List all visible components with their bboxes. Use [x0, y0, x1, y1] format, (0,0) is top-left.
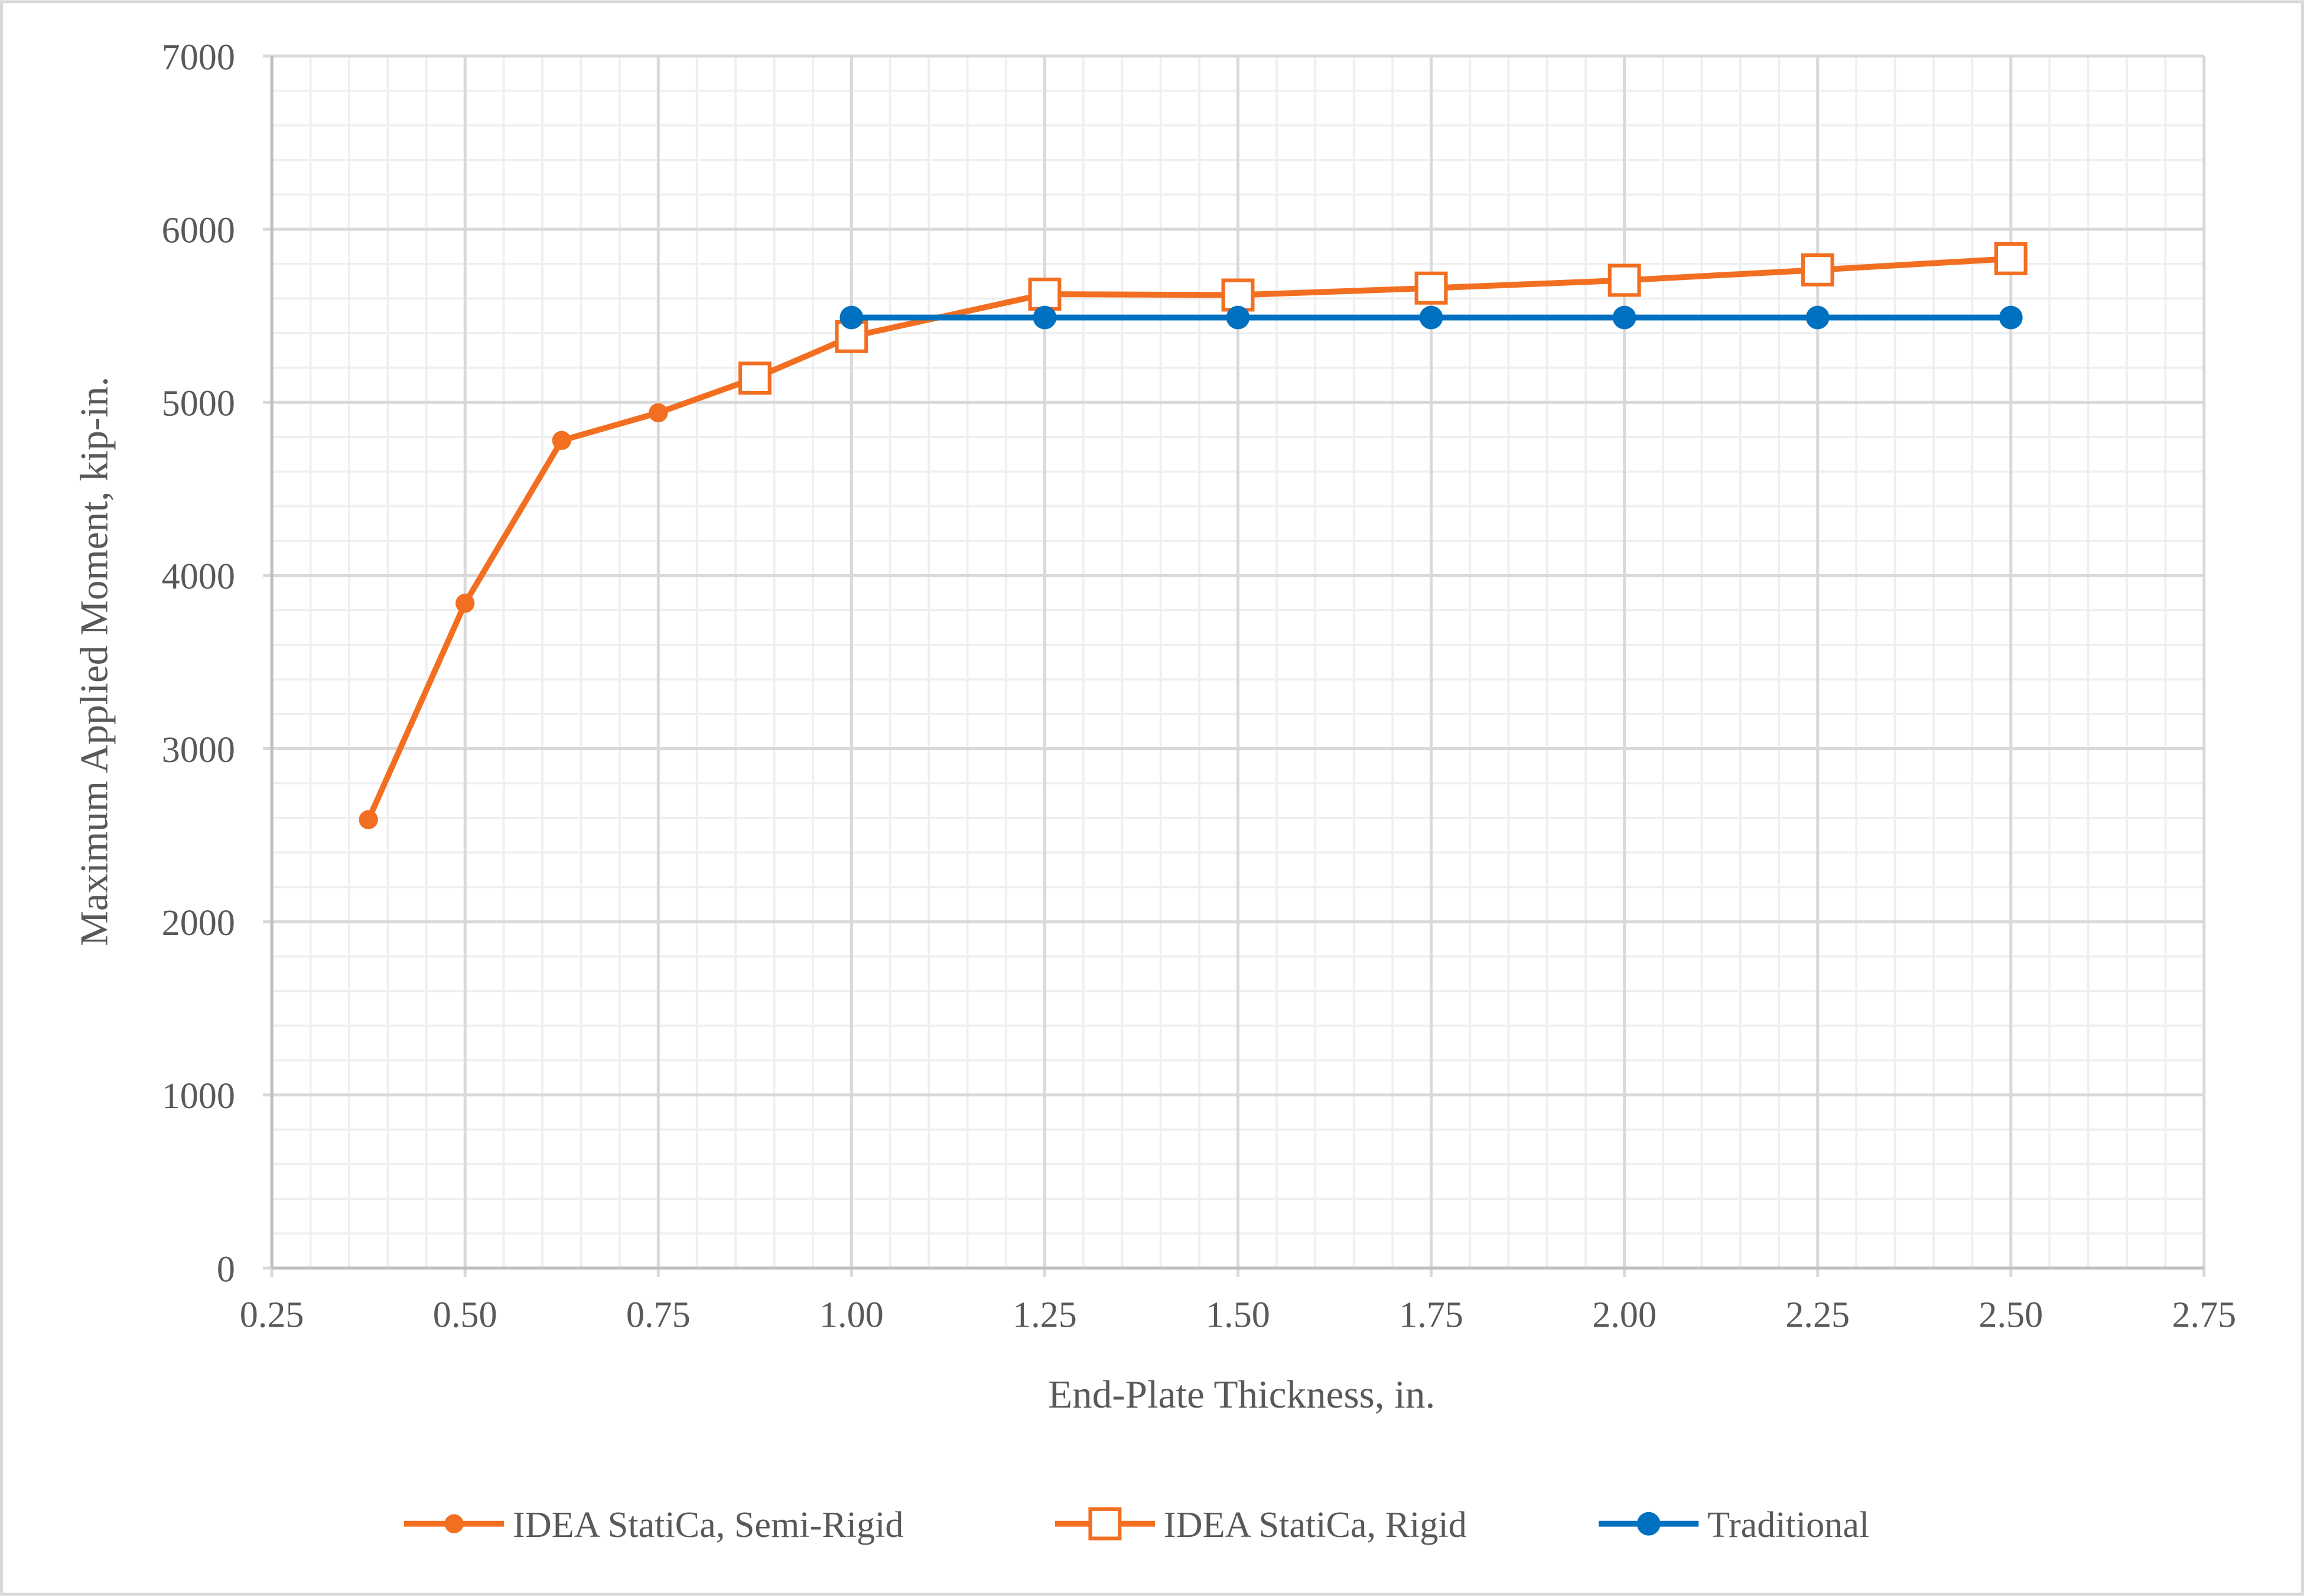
- data-point: [1612, 305, 1636, 330]
- x-tick-label: 0.25: [240, 1295, 304, 1335]
- legend: IDEA StatiCa, Semi-Rigid IDEA StatiCa, Ri…: [403, 1505, 1869, 1545]
- series-group: [359, 242, 2028, 829]
- y-tick-label: 6000: [162, 210, 235, 250]
- x-axis-label: End-Plate Thickness, in.: [1048, 1372, 1435, 1416]
- x-tick-label: 0.75: [626, 1295, 691, 1335]
- x-tick-label: 1.50: [1206, 1295, 1270, 1335]
- y-tick-label: 1000: [162, 1076, 235, 1116]
- data-point: [1801, 253, 1834, 286]
- legend-item: IDEA StatiCa, Rigid: [1055, 1505, 1467, 1545]
- y-tick-label: 0: [217, 1249, 235, 1289]
- data-point: [1999, 305, 2023, 330]
- data-point: [1028, 278, 1062, 311]
- data-point: [1033, 305, 1057, 330]
- data-point: [1607, 263, 1641, 297]
- legend-marker: [1088, 1507, 1122, 1540]
- data-point: [1994, 242, 2028, 275]
- x-tick-label: 2.00: [1592, 1295, 1657, 1335]
- legend-item: IDEA StatiCa, Semi-Rigid: [403, 1505, 903, 1545]
- data-point: [839, 305, 864, 330]
- data-point: [1414, 271, 1448, 305]
- series-idea-statica-rigid: [738, 242, 2028, 395]
- legend-marker: [1636, 1512, 1661, 1536]
- data-point: [455, 594, 475, 613]
- legend-label: IDEA StatiCa, Semi-Rigid: [513, 1505, 903, 1545]
- y-tick-label: 3000: [162, 730, 235, 770]
- x-tick-label: 2.50: [1978, 1295, 2043, 1335]
- legend-label: IDEA StatiCa, Rigid: [1164, 1505, 1467, 1545]
- y-axis-label: Maximum Applied Moment, kip-in.: [72, 377, 116, 946]
- legend-marker: [444, 1514, 464, 1533]
- legend-item: Traditional: [1599, 1505, 1869, 1545]
- axes: [270, 56, 2204, 1270]
- data-point: [1419, 305, 1443, 330]
- x-tick-label: 1.00: [819, 1295, 884, 1335]
- x-tick-label: 0.50: [433, 1295, 497, 1335]
- data-point: [1221, 278, 1255, 312]
- y-tick-label: 4000: [162, 557, 235, 597]
- data-point: [552, 431, 571, 450]
- data-point: [649, 403, 668, 422]
- series-traditional: [839, 305, 2023, 330]
- x-tick-label: 2.75: [2172, 1295, 2236, 1335]
- y-tick-label: 2000: [162, 903, 235, 943]
- data-point: [359, 810, 378, 829]
- x-tick-label: 1.25: [1013, 1295, 1077, 1335]
- x-tick-label: 1.75: [1399, 1295, 1463, 1335]
- tick-labels: 0.25 0.50 0.75 1.00 1.25 1.50 1.75 2.00 2.25 2.50…: [162, 37, 2237, 1335]
- data-point: [1226, 305, 1250, 330]
- y-tick-label: 5000: [162, 384, 235, 424]
- x-tick-label: 2.25: [1785, 1295, 1850, 1335]
- data-point: [738, 361, 772, 395]
- series-line: [753, 255, 2012, 381]
- data-point: [1805, 305, 1830, 330]
- legend-label: Traditional: [1707, 1505, 1869, 1545]
- y-tick-label: 7000: [162, 37, 235, 77]
